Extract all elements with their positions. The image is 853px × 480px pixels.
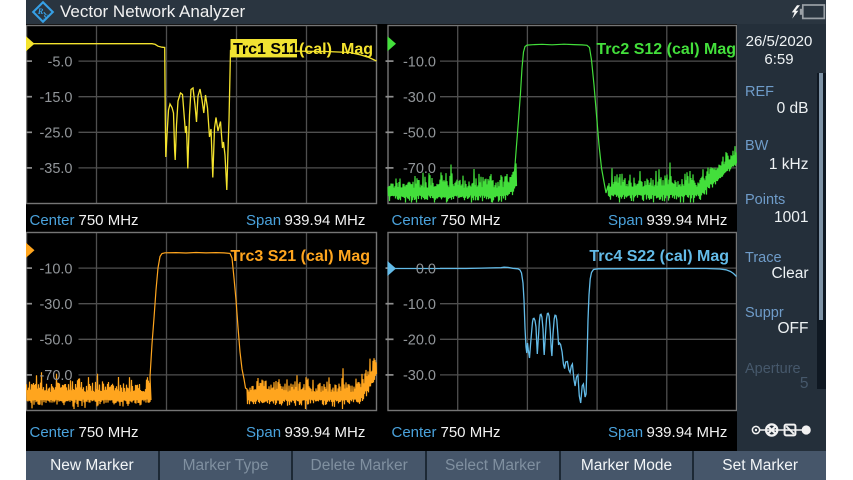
svg-text:750 MHz: 750 MHz [79,212,139,229]
svg-text:Trc3 S21 (cal) Mag: Trc3 S21 (cal) Mag [230,248,370,265]
svg-text:-30.0: -30.0 [39,297,72,313]
svg-text:Span: Span [608,424,643,441]
svg-text:750 MHz: 750 MHz [79,424,139,441]
svg-text:-25.0: -25.0 [39,126,72,142]
svg-text:Span: Span [246,424,281,441]
svg-text:Center: Center [30,424,75,441]
svg-text:Span: Span [608,212,643,229]
svg-text:-50.0: -50.0 [39,333,72,349]
svg-text:-10.0: -10.0 [403,54,436,70]
svg-text:-70.0: -70.0 [403,161,436,177]
svg-text:-70.0: -70.0 [39,368,72,384]
svg-text:Span: Span [246,212,281,229]
svg-text:-10.0: -10.0 [39,261,72,277]
svg-text:Center: Center [30,212,75,229]
svg-text:939.94 MHz: 939.94 MHz [285,424,366,441]
svg-text:-50.0: -50.0 [403,126,436,142]
svg-text:939.94 MHz: 939.94 MHz [647,424,728,441]
svg-text:(cal): (cal) [299,41,332,58]
svg-text:939.94 MHz: 939.94 MHz [285,212,366,229]
svg-text:Trc1 S11: Trc1 S11 [233,41,298,58]
svg-text:-30.0: -30.0 [403,90,436,106]
svg-text:Center: Center [392,424,437,441]
svg-text:-10.0: -10.0 [403,297,436,313]
svg-text:-20.0: -20.0 [403,333,436,349]
svg-text:-30.0: -30.0 [403,368,436,384]
svg-text:-15.0: -15.0 [39,90,72,106]
svg-text:R: R [37,6,44,16]
svg-text:Center: Center [392,212,437,229]
svg-text:750 MHz: 750 MHz [441,424,501,441]
svg-text:-5.0: -5.0 [48,54,73,70]
svg-text:750 MHz: 750 MHz [441,212,501,229]
svg-text:-35.0: -35.0 [39,161,72,177]
svg-text:Mag: Mag [341,41,373,58]
svg-text:S: S [43,13,48,22]
svg-text:Trc2 S12 (cal) Mag: Trc2 S12 (cal) Mag [596,41,736,58]
svg-text:939.94 MHz: 939.94 MHz [647,212,728,229]
svg-text:Trc4 S22 (cal) Mag: Trc4 S22 (cal) Mag [589,248,729,265]
svg-text:0.0: 0.0 [416,261,436,277]
